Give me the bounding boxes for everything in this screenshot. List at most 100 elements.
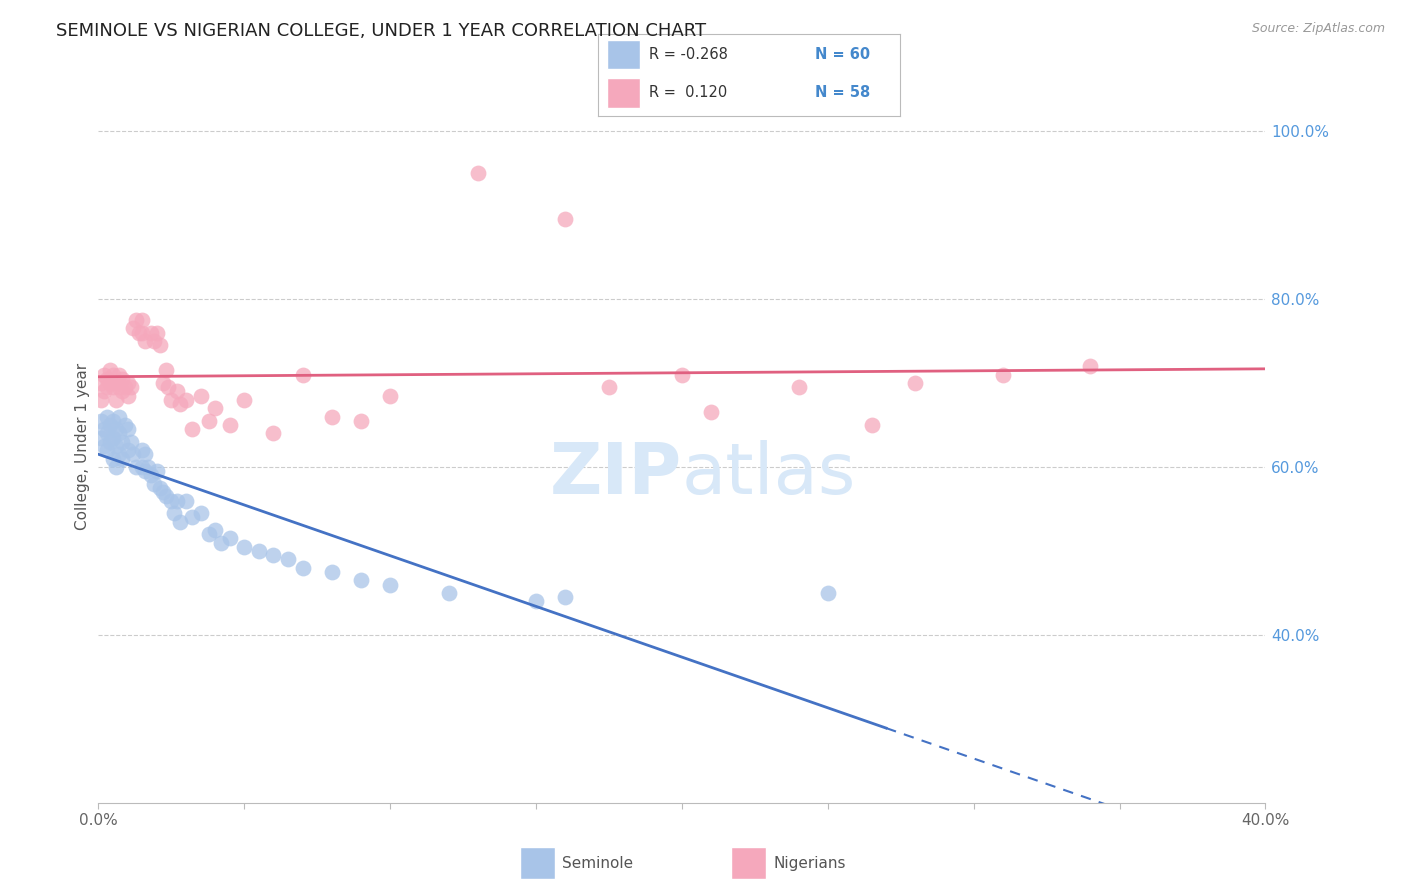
Point bbox=[104, 376, 127, 390]
Point bbox=[991, 368, 1014, 382]
Point bbox=[160, 493, 183, 508]
Point bbox=[437, 586, 460, 600]
Text: N = 58: N = 58 bbox=[815, 86, 870, 101]
Point bbox=[554, 212, 576, 227]
Point bbox=[142, 334, 165, 348]
Point bbox=[101, 414, 124, 428]
Point bbox=[108, 368, 131, 382]
Point bbox=[155, 363, 177, 377]
Text: Seminole: Seminole bbox=[562, 856, 634, 871]
Point bbox=[166, 493, 188, 508]
Text: ZIP: ZIP bbox=[550, 440, 682, 509]
Point bbox=[198, 527, 221, 541]
Point bbox=[108, 447, 131, 461]
Point bbox=[125, 460, 148, 475]
Point bbox=[96, 426, 118, 441]
Point bbox=[174, 392, 197, 407]
Point bbox=[90, 431, 112, 445]
FancyBboxPatch shape bbox=[606, 78, 640, 108]
Text: Source: ZipAtlas.com: Source: ZipAtlas.com bbox=[1251, 22, 1385, 36]
Point bbox=[180, 510, 202, 524]
Point bbox=[174, 493, 197, 508]
Point bbox=[142, 476, 165, 491]
Point bbox=[98, 434, 121, 449]
Point bbox=[163, 506, 186, 520]
Point bbox=[350, 414, 373, 428]
Point bbox=[111, 451, 134, 466]
Point bbox=[671, 368, 693, 382]
Point bbox=[93, 439, 115, 453]
Point bbox=[131, 326, 153, 340]
Point bbox=[114, 417, 136, 432]
Point bbox=[96, 380, 118, 394]
Point bbox=[117, 376, 139, 390]
Point bbox=[90, 414, 112, 428]
Point bbox=[96, 443, 118, 458]
Point bbox=[104, 439, 127, 453]
Point bbox=[111, 372, 134, 386]
Point bbox=[104, 460, 127, 475]
Point bbox=[111, 384, 134, 399]
Point bbox=[120, 434, 142, 449]
Point bbox=[467, 166, 489, 180]
Point bbox=[198, 414, 221, 428]
Point bbox=[190, 506, 212, 520]
Point bbox=[104, 392, 127, 407]
Point bbox=[122, 447, 145, 461]
Point bbox=[134, 464, 156, 478]
Point bbox=[131, 443, 153, 458]
Point bbox=[104, 422, 127, 436]
Point bbox=[152, 485, 174, 500]
Text: R =  0.120: R = 0.120 bbox=[650, 86, 727, 101]
Point bbox=[277, 552, 299, 566]
Point bbox=[190, 389, 212, 403]
Point bbox=[817, 586, 839, 600]
Y-axis label: College, Under 1 year: College, Under 1 year bbox=[75, 362, 90, 530]
Point bbox=[233, 392, 256, 407]
Point bbox=[860, 417, 883, 432]
Point bbox=[117, 422, 139, 436]
Point bbox=[321, 409, 343, 424]
Point bbox=[209, 535, 232, 549]
Point bbox=[160, 392, 183, 407]
Point bbox=[98, 376, 121, 390]
Point bbox=[378, 389, 402, 403]
Point bbox=[904, 376, 927, 390]
Point bbox=[291, 368, 314, 382]
Point bbox=[262, 548, 284, 562]
Text: N = 60: N = 60 bbox=[815, 47, 870, 62]
Point bbox=[134, 447, 156, 461]
Point bbox=[120, 380, 142, 394]
Point bbox=[291, 560, 314, 574]
Point bbox=[233, 540, 256, 554]
Point bbox=[96, 409, 118, 424]
Point bbox=[262, 426, 284, 441]
Point bbox=[378, 577, 402, 591]
Point bbox=[155, 489, 177, 503]
Text: SEMINOLE VS NIGERIAN COLLEGE, UNDER 1 YEAR CORRELATION CHART: SEMINOLE VS NIGERIAN COLLEGE, UNDER 1 YE… bbox=[56, 22, 706, 40]
Point bbox=[218, 532, 240, 546]
Point bbox=[108, 409, 131, 424]
Point bbox=[117, 443, 139, 458]
Point bbox=[93, 422, 115, 436]
Point bbox=[101, 431, 124, 445]
Point bbox=[98, 417, 121, 432]
Point bbox=[524, 594, 547, 608]
Point bbox=[90, 376, 112, 390]
Point bbox=[125, 313, 148, 327]
Point bbox=[93, 368, 115, 382]
Point bbox=[111, 434, 134, 449]
Point bbox=[122, 321, 145, 335]
Point bbox=[139, 468, 162, 483]
Point bbox=[321, 565, 343, 579]
Point bbox=[247, 544, 270, 558]
Text: Nigerians: Nigerians bbox=[773, 856, 846, 871]
Point bbox=[139, 326, 162, 340]
Point bbox=[131, 460, 153, 475]
Point bbox=[117, 389, 139, 403]
Point bbox=[101, 380, 124, 394]
Point bbox=[169, 397, 191, 411]
Point bbox=[1080, 359, 1102, 374]
Point bbox=[128, 326, 150, 340]
Point bbox=[787, 380, 810, 394]
